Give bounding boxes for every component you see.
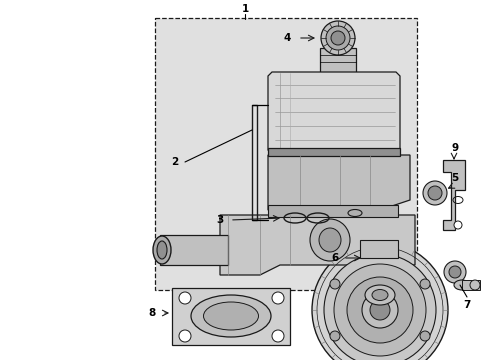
Circle shape [311,242,447,360]
Circle shape [346,277,412,343]
Ellipse shape [203,302,258,330]
Bar [267,205,397,217]
Circle shape [361,292,397,328]
Bar [319,48,355,76]
Text: 3: 3 [216,215,223,225]
Circle shape [427,186,441,200]
Circle shape [448,266,460,278]
Circle shape [453,221,461,229]
Circle shape [333,264,425,356]
Circle shape [179,330,191,342]
Circle shape [369,300,389,320]
Circle shape [419,279,429,289]
Circle shape [469,280,479,290]
Circle shape [179,292,191,304]
Bar [359,240,397,258]
Text: 7: 7 [462,300,470,310]
Bar [155,18,416,290]
Circle shape [330,31,345,45]
Text: 9: 9 [450,143,458,153]
Text: 8: 8 [148,308,155,318]
Bar [160,235,227,265]
Circle shape [329,331,339,341]
Ellipse shape [153,236,171,264]
Bar [461,280,479,290]
Circle shape [419,331,429,341]
Polygon shape [172,288,289,345]
Text: 1: 1 [241,4,248,14]
Circle shape [443,261,465,283]
Polygon shape [267,155,409,210]
Polygon shape [267,72,399,155]
Polygon shape [220,215,414,275]
Text: 4: 4 [283,33,290,43]
Ellipse shape [318,228,340,252]
Ellipse shape [309,219,349,261]
Circle shape [271,292,284,304]
Circle shape [324,254,435,360]
Ellipse shape [453,280,469,290]
Text: 2: 2 [171,157,178,167]
Text: 5: 5 [450,173,458,183]
Polygon shape [442,160,464,230]
Circle shape [271,330,284,342]
Circle shape [422,181,446,205]
Ellipse shape [191,295,270,337]
Ellipse shape [364,285,394,305]
Circle shape [325,26,349,50]
Circle shape [329,279,339,289]
Bar [251,105,257,220]
Ellipse shape [371,289,387,301]
Ellipse shape [157,241,167,259]
Bar [267,148,399,156]
Text: 6: 6 [331,253,338,263]
Circle shape [320,21,354,55]
